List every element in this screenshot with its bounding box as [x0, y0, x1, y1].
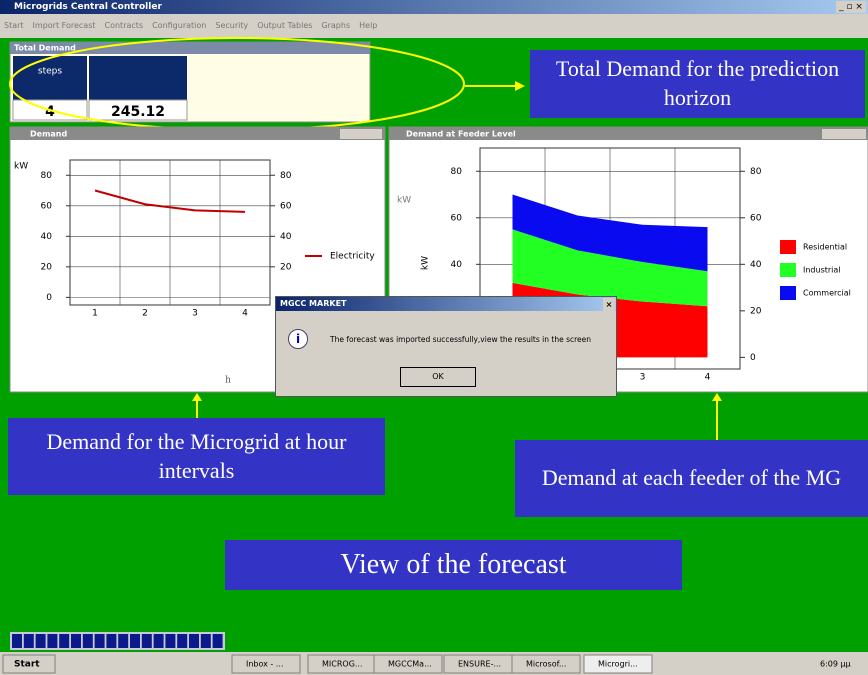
close-button[interactable]: × [603, 298, 615, 312]
arrow-head [712, 393, 722, 401]
x-tick-label: 4 [242, 309, 248, 319]
task-label: ENSURE-... [458, 660, 501, 669]
callout: Demand for the Microgrid at hour interva… [8, 418, 385, 495]
progress-block [59, 634, 69, 648]
window-title: Total Demand [14, 44, 76, 53]
progress-block [71, 634, 81, 648]
y-tick-label: 20 [41, 262, 53, 272]
legend-label: Industrial [803, 266, 841, 275]
progress-block [130, 634, 140, 648]
progress-block [177, 634, 187, 648]
progress-block [142, 634, 152, 648]
y-tick-label: 40 [41, 232, 53, 242]
dialog-title: MGCC MARKET [280, 299, 347, 308]
task-label: MICROG... [322, 660, 363, 669]
y2-tick-label: 60 [280, 201, 292, 211]
x-tick-label: 4 [705, 373, 711, 383]
progress-block [24, 634, 34, 648]
y2-tick-label: 80 [750, 167, 762, 177]
y2-tick-label: 20 [280, 262, 292, 272]
info-icon: i [288, 329, 308, 349]
progress-block [36, 634, 46, 648]
progress-block [118, 634, 128, 648]
progress-block [106, 634, 116, 648]
y-axis-label: kW [421, 256, 431, 270]
header-text: steps [38, 67, 62, 77]
x-tick-label: 1 [92, 309, 98, 319]
progress-block [47, 634, 57, 648]
x-tick-label: 3 [640, 373, 646, 383]
legend-swatch [780, 286, 796, 300]
y-tick-label: 40 [451, 260, 463, 270]
progress-block [201, 634, 211, 648]
x-tick-label: 3 [192, 309, 198, 319]
callout: View of the forecast [225, 540, 682, 590]
callout: Demand at each feeder of the MG [515, 440, 868, 517]
y-tick-label: 80 [451, 167, 463, 177]
callout: Total Demand for the prediction horizon [530, 50, 865, 118]
progress-block [165, 634, 175, 648]
progress-block [83, 634, 93, 648]
unit-label: kW [397, 196, 411, 206]
legend-label: Electricity [330, 252, 375, 262]
dialog-title-bar: MGCC MARKET × [276, 297, 616, 311]
task-label: Microsof... [526, 660, 566, 669]
y2-tick-label: 80 [280, 171, 292, 181]
x-tick-label: 2 [142, 309, 148, 319]
y2-tick-label: 40 [750, 260, 762, 270]
y-tick-label: 60 [451, 213, 463, 223]
arrow-head [515, 81, 525, 91]
dialog: MGCC MARKET × i The forecast was imported… [275, 296, 617, 397]
window-controls[interactable] [822, 129, 866, 139]
y2-tick-label: 20 [750, 306, 762, 316]
y2-tick-label: 0 [750, 353, 756, 363]
progress-block [95, 634, 105, 648]
y-tick-label: 80 [41, 171, 53, 181]
task-label: Microgri... [598, 660, 638, 669]
y-tick-label: 0 [46, 293, 52, 303]
desktop: Microgrids Central Controller _ ▫ × Star… [0, 0, 868, 675]
window-title: Demand at Feeder Level [406, 130, 516, 139]
header-cell [13, 56, 87, 100]
task-label: Inbox - ... [246, 660, 284, 669]
y2-tick-label: 40 [280, 232, 292, 242]
clock: 6:09 μμ [820, 660, 851, 669]
dialog-message: The forecast was imported successfully,v… [330, 335, 591, 344]
legend-label: Commercial [803, 289, 851, 298]
y-axis-label: kW [14, 162, 28, 172]
header-cell [89, 56, 187, 100]
value-text: 245.12 [111, 104, 165, 120]
progress-block [154, 634, 164, 648]
x-axis-label: h [225, 376, 231, 386]
y-tick-label: 60 [41, 201, 53, 211]
progress-block [12, 634, 22, 648]
ok-button[interactable]: OK [400, 367, 476, 387]
window-title: Demand [30, 130, 67, 139]
start-label: Start [14, 660, 40, 670]
legend-swatch [780, 240, 796, 254]
legend-swatch [780, 263, 796, 277]
arrow-head [192, 393, 202, 401]
progress-block [189, 634, 199, 648]
window-controls[interactable] [340, 129, 382, 139]
task-label: MGCCMa... [388, 660, 432, 669]
progress-block [213, 634, 223, 648]
legend-label: Residential [803, 243, 847, 252]
y2-tick-label: 60 [750, 213, 762, 223]
